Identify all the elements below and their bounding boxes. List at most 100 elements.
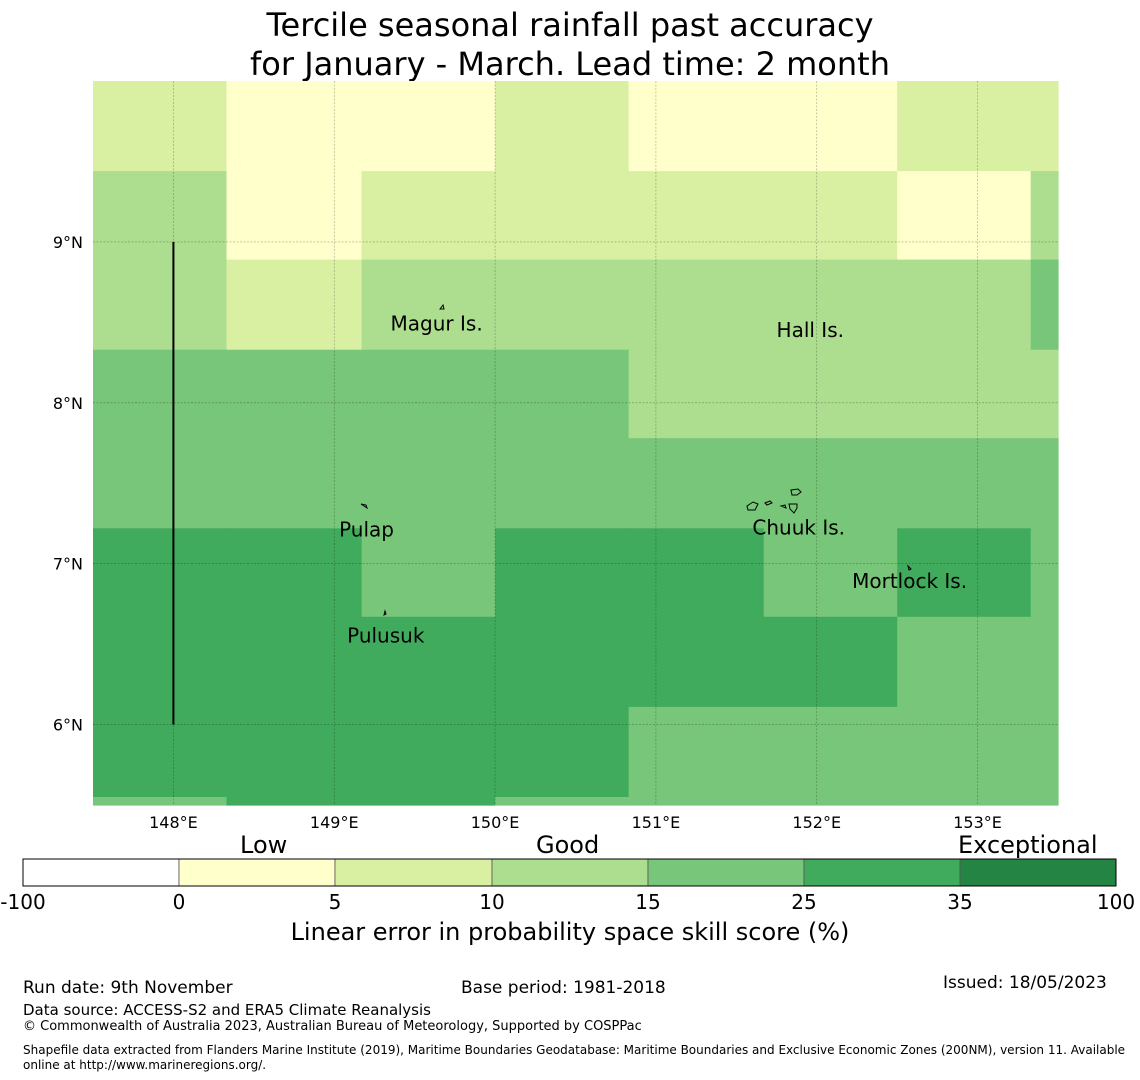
skill-cell	[1030, 81, 1059, 172]
latitude-labels: 9°N 8°N 7°N 6°N	[53, 233, 83, 735]
longitude-label: 152°E	[792, 813, 841, 830]
skill-cell	[495, 616, 630, 708]
skill-cell	[226, 528, 363, 618]
colorbar-tick: 25	[791, 890, 817, 914]
colorbar-tick: 10	[479, 890, 505, 914]
shapefile-credit-line1: Shapefile data extracted from Flanders M…	[23, 1043, 1126, 1057]
skill-cell	[495, 706, 630, 798]
colorbar-tick: -100	[0, 890, 46, 914]
skill-cell	[361, 259, 496, 351]
skill-cell	[628, 706, 765, 798]
run-date: Run date: 9th November	[23, 978, 233, 998]
skill-cell	[897, 706, 1032, 798]
skill-cell	[763, 706, 898, 798]
colorbar-category-low: Low	[240, 831, 288, 859]
skill-cell	[93, 81, 228, 172]
colorbar-tick: 0	[172, 890, 186, 914]
skill-cell	[361, 171, 496, 261]
skill-cell	[226, 349, 363, 439]
skill-cell	[226, 171, 363, 261]
latitude-label: 7°N	[53, 555, 83, 574]
skill-cell	[1030, 797, 1059, 806]
skill-cell	[763, 797, 898, 806]
longitude-label: 151°E	[632, 813, 681, 830]
skill-cell	[897, 81, 1032, 172]
colorbar-category-exceptional: Exceptional	[958, 831, 1098, 859]
island-outline	[907, 564, 912, 571]
place-label: Pulap	[339, 517, 394, 541]
longitude-labels: 148°E 149°E 150°E 151°E 152°E 153°E	[149, 813, 1002, 830]
island-outline	[360, 503, 368, 510]
skill-cell	[763, 616, 898, 708]
colorbar-swatch	[959, 858, 1117, 887]
island-outlines	[360, 303, 912, 616]
skill-cell	[897, 528, 1032, 618]
place-label: Magur Is.	[391, 311, 483, 335]
longitude-label: 150°E	[471, 813, 520, 830]
skill-cell	[763, 81, 898, 172]
colorbar-swatch	[178, 858, 336, 887]
skill-cell	[93, 259, 228, 351]
skill-cell	[1030, 438, 1059, 529]
skill-cell	[1030, 616, 1059, 708]
skill-cell	[1030, 349, 1059, 439]
skill-cell	[361, 81, 496, 172]
longitude-label: 153°E	[953, 813, 1002, 830]
skill-cell	[226, 706, 363, 798]
colorbar-frame	[22, 858, 1117, 887]
place-label: Mortlock Is.	[852, 569, 967, 593]
skill-cell	[226, 797, 363, 806]
colorbar-swatch	[491, 858, 649, 887]
data-source: Data source: ACCESS-S2 and ERA5 Climate …	[23, 1001, 431, 1019]
skill-cell	[1030, 171, 1059, 261]
skill-cell	[361, 706, 496, 798]
latitude-label: 9°N	[53, 233, 83, 252]
latitude-label: 6°N	[53, 716, 83, 735]
skill-cell	[226, 81, 363, 172]
skill-cell	[897, 616, 1032, 708]
skill-cell	[361, 528, 496, 618]
colorbar-label: Linear error in probability space skill …	[290, 918, 850, 946]
skill-cell	[763, 349, 898, 439]
skill-cell	[93, 797, 228, 806]
skill-cell	[495, 797, 630, 806]
skill-cell	[1030, 706, 1059, 798]
skill-cell	[93, 349, 228, 439]
skill-cell	[628, 81, 765, 172]
place-label: Hall Is.	[777, 318, 844, 342]
skill-cell	[361, 616, 496, 708]
skill-cell	[628, 438, 765, 529]
skill-cell	[495, 528, 630, 618]
shapefile-credit-line2: online at http://www.marineregions.org/.	[23, 1058, 267, 1072]
skill-cell	[628, 171, 765, 261]
copyright: © Commonwealth of Australia 2023, Austra…	[23, 1019, 642, 1034]
skill-cell	[495, 438, 630, 529]
colorbar-tick: 15	[635, 890, 661, 914]
skill-cell	[495, 349, 630, 439]
base-period: Base period: 1981-2018	[461, 978, 666, 998]
skill-cell	[93, 528, 228, 618]
colorbar-category-good: Good	[536, 831, 600, 859]
skill-cell	[897, 171, 1032, 261]
skill-cell	[93, 438, 228, 529]
skill-cell	[361, 438, 496, 529]
skill-cell	[1030, 259, 1059, 351]
longitude-label: 149°E	[310, 813, 359, 830]
latitude-label: 8°N	[53, 394, 83, 413]
colorbar-swatch	[803, 858, 961, 887]
place-label: Chuuk Is.	[752, 516, 845, 540]
place-labels: Magur Is. Hall Is. Pulap Chuuk Is. Mortlock …	[339, 311, 967, 647]
skill-cell	[495, 259, 630, 351]
skill-cell	[897, 259, 1032, 351]
map-title-line1: Tercile seasonal rainfall past accuracy	[266, 6, 874, 44]
skill-cell	[897, 349, 1032, 439]
skill-cell	[763, 528, 898, 618]
skill-grid	[93, 81, 1059, 806]
skill-cell	[628, 797, 765, 806]
skill-cell	[763, 438, 898, 529]
colorbar-swatch	[647, 858, 805, 887]
colorbar-tick: 100	[1096, 890, 1136, 914]
map-title-line2: for January - March. Lead time: 2 month	[250, 45, 890, 83]
skill-cell	[628, 528, 765, 618]
skill-cell	[93, 171, 228, 261]
